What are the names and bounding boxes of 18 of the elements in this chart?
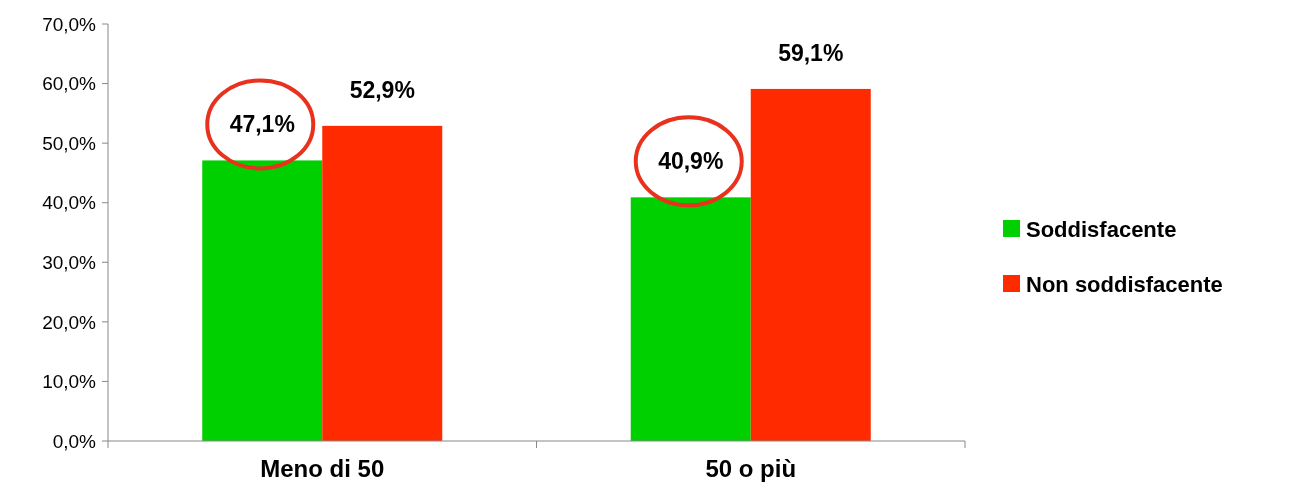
data-label: 52,9% [349, 76, 415, 103]
y-tick-label: 0,0% [52, 430, 97, 452]
y-tick-label: 20,0% [42, 311, 97, 333]
bar [750, 88, 871, 441]
y-tick-label: 60,0% [42, 73, 97, 95]
y-tick-label: 10,0% [42, 371, 97, 393]
legend-label: Non soddisfacente [1026, 271, 1223, 297]
data-label: 47,1% [229, 111, 295, 138]
data-label: 40,9% [658, 148, 724, 175]
x-tick-label: Meno di 50 [260, 455, 385, 482]
y-tick-label: 40,0% [42, 192, 97, 214]
x-tick-label: 50 o più [705, 455, 797, 482]
y-tick-label: 50,0% [42, 132, 97, 154]
y-tick-label: 30,0% [42, 251, 97, 273]
y-tick-label: 70,0% [42, 13, 97, 35]
legend-label: Soddisfacente [1026, 216, 1177, 242]
data-label: 59,1% [778, 39, 844, 66]
bar [322, 125, 443, 441]
